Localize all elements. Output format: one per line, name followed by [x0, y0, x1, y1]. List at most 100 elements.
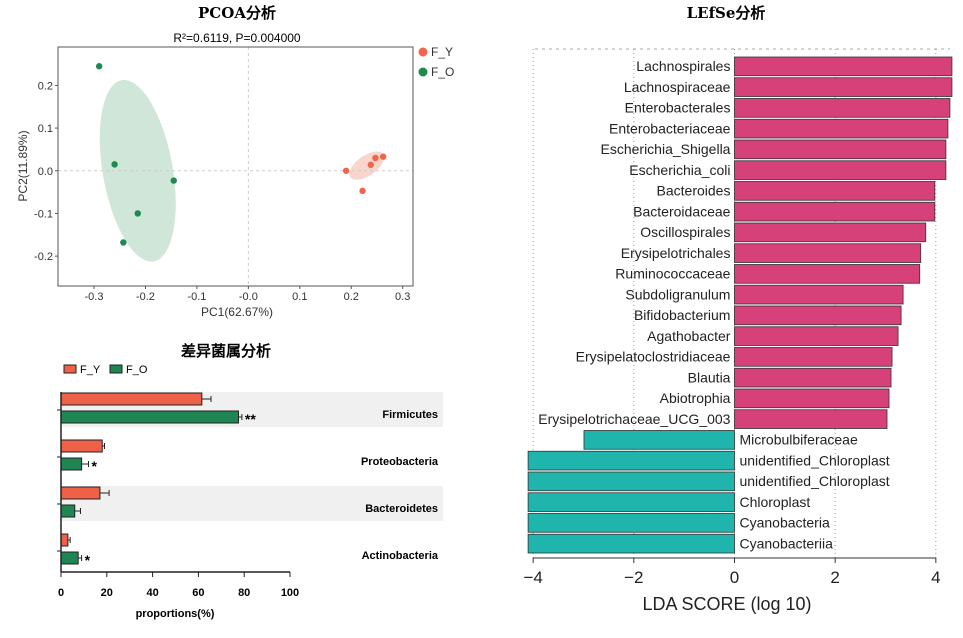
y-tick-label: 0.2	[38, 80, 53, 92]
legend-label: F_O	[431, 65, 454, 79]
pcoa-ylabel: PC2(11.89%)	[16, 130, 30, 201]
lefse-title: LEfSe分析	[687, 4, 766, 22]
legend-swatch	[109, 364, 123, 374]
bar-f_y	[60, 439, 103, 453]
lda-bar	[527, 533, 735, 554]
y-tick-label: -0.1	[34, 208, 53, 220]
category-label: Bacteroidetes	[365, 503, 438, 515]
pcoa-subtitle: R²=0.6119, P=0.004000	[173, 31, 301, 45]
lda-bar	[734, 201, 936, 222]
category-label: Proteobacteria	[361, 456, 439, 468]
pcoa-frame	[57, 46, 414, 287]
taxon-label: Erysipelotrichales	[621, 245, 731, 261]
taxon-label: Bacteroides	[657, 183, 731, 199]
taxon-label: Agathobacter	[647, 328, 731, 344]
bar-f_o	[60, 551, 79, 565]
x-tick-label: −2	[624, 568, 643, 587]
lda-bar	[734, 409, 888, 429]
lda-bar	[734, 284, 904, 305]
bar-f_o	[60, 410, 239, 424]
bar-f_y	[60, 533, 69, 547]
x-tick-label: 0.3	[395, 291, 410, 303]
x-tick-label: -0.3	[85, 291, 104, 303]
category-label: Firmicutes	[382, 409, 438, 421]
taxon-label: Cyanobacteriia	[739, 535, 833, 551]
taxon-label: Chloroplast	[739, 494, 810, 510]
point-f_y	[359, 187, 366, 195]
legend-label: F_Y	[431, 45, 453, 59]
x-tick-label: 60	[192, 587, 204, 599]
x-tick-label: 2	[830, 568, 839, 587]
bar-f_o	[60, 457, 83, 471]
pcoa-title: PCOA分析	[198, 4, 276, 22]
x-tick-label: -0.1	[187, 291, 206, 303]
taxon-label: Oscillospirales	[640, 224, 730, 240]
taxon-label: Ruminococcaceae	[615, 266, 730, 282]
taxon-label: Bacteroidaceae	[633, 203, 731, 219]
taxon-label: Subdoligranulum	[625, 286, 730, 302]
lda-bar	[734, 139, 947, 160]
lda-bar	[734, 118, 949, 139]
point-f_o	[120, 239, 127, 246]
point-f_o	[134, 210, 141, 217]
taxon-label: Bifidobacterium	[634, 307, 731, 323]
x-tick-label: -0.0	[239, 291, 258, 303]
lda-bar	[734, 347, 893, 367]
x-tick-label: 0	[58, 587, 64, 599]
lda-bar	[527, 450, 735, 471]
pcoa-xlabel: PC1(62.67%)	[201, 305, 273, 319]
x-tick-label: 20	[101, 587, 113, 599]
bar-f_y	[60, 392, 203, 406]
lda-bar	[527, 492, 735, 512]
lda-bar	[734, 77, 953, 97]
y-tick-label: -0.2	[34, 251, 53, 263]
lda-bar	[734, 181, 936, 201]
x-tick-label: 0.1	[292, 291, 307, 303]
taxon-label: Lachnospirales	[636, 58, 730, 74]
lda-bar	[734, 326, 899, 346]
significance-mark: *	[91, 458, 97, 474]
y-tick-label: 0.0	[38, 166, 53, 178]
f-y-ellipse	[349, 151, 385, 180]
bar-title: 差异菌属分析	[181, 342, 271, 360]
lda-bar	[734, 264, 921, 284]
bar-f_y	[60, 486, 101, 500]
legend-label: F_O	[126, 364, 148, 376]
bar-xlabel: proportions(%)	[136, 608, 215, 620]
point-f_y	[342, 167, 350, 174]
x-tick-label: 0	[730, 568, 739, 587]
taxon-label: Escherichia_coli	[629, 162, 730, 178]
taxon-label: unidentified_Chloroplast	[739, 452, 889, 468]
point-f_y	[379, 153, 387, 160]
legend-swatch	[63, 364, 77, 374]
lda-bar	[734, 305, 902, 326]
lda-bar	[734, 98, 951, 118]
band	[61, 486, 443, 521]
lda-bar	[734, 388, 890, 409]
taxon-label: unidentified_Chloroplast	[739, 473, 889, 489]
x-tick-label: -0.2	[136, 291, 155, 303]
lda-bar	[734, 56, 953, 77]
taxon-label: Cyanobacteria	[739, 515, 829, 531]
category-label: Actinobacteria	[362, 550, 439, 562]
legend-marker	[418, 47, 428, 57]
taxon-label: Erysipelotrichaceae_UCG_003	[538, 411, 730, 427]
lda-bar	[527, 471, 735, 492]
legend-label: F_Y	[80, 364, 101, 376]
x-tick-label: 100	[281, 587, 299, 599]
x-tick-label: −4	[523, 568, 542, 587]
lefse-xlabel: LDA SCORE (log 10)	[642, 594, 811, 614]
x-tick-label: 80	[238, 587, 250, 599]
point-f_o	[111, 161, 118, 168]
taxon-label: Abiotrophia	[660, 390, 731, 406]
lda-bar	[583, 430, 735, 450]
significance-mark: *	[85, 552, 91, 568]
lda-bar	[734, 243, 922, 263]
taxon-label: Erysipelatoclostridiaceae	[576, 349, 731, 365]
taxon-label: Enterobacteriaceae	[609, 120, 731, 136]
taxon-label: Escherichia_Shigella	[601, 141, 731, 157]
taxon-label: Blautia	[688, 369, 731, 385]
x-tick-label: 40	[146, 587, 158, 599]
point-f_y	[372, 154, 379, 162]
